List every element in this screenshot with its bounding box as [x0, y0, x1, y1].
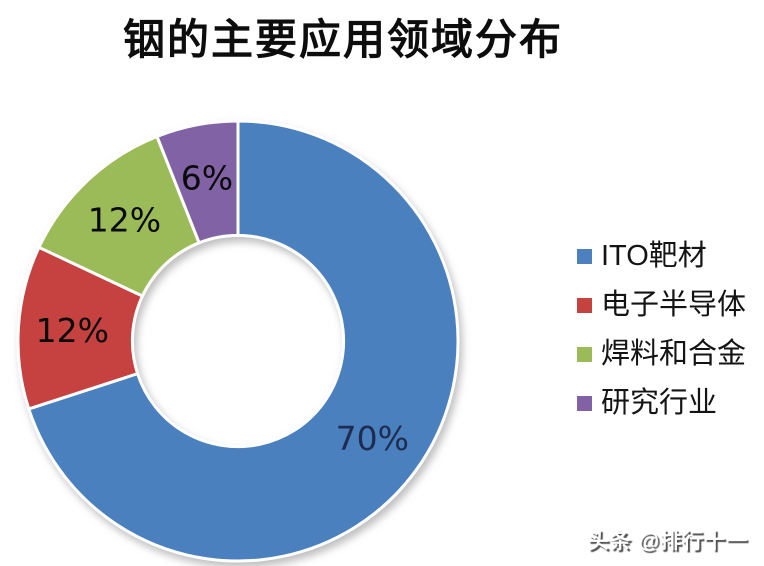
pie-slices	[16, 119, 460, 563]
slice-label-2: 12%	[88, 201, 161, 240]
legend-item-3: 研究行业	[577, 387, 746, 420]
legend-label: 研究行业	[601, 387, 718, 419]
legend-marker-icon	[577, 298, 592, 313]
legend-label: 焊料和合金	[601, 338, 747, 370]
legend-marker-icon	[577, 347, 592, 362]
slice-labels: 70% 12% 12% 6%	[36, 158, 409, 458]
pie-slice-0	[27, 119, 460, 563]
legend: ITO靶材电子半导体焊料和合金研究行业	[577, 240, 746, 420]
slice-label-0: 70%	[336, 419, 409, 458]
legend-marker-icon	[577, 249, 592, 264]
slice-label-1: 12%	[36, 311, 109, 350]
slice-label-3: 6%	[181, 158, 233, 197]
legend-marker-icon	[577, 396, 592, 411]
chart-title: 铟的主要应用领域分布	[123, 18, 564, 64]
legend-label: ITO靶材	[601, 240, 707, 272]
legend-label: 电子半导体	[601, 289, 747, 321]
watermark: 头条 @排行十一	[587, 530, 748, 553]
legend-item-0: ITO靶材	[577, 240, 746, 273]
legend-item-2: 焊料和合金	[577, 338, 746, 371]
legend-item-1: 电子半导体	[577, 289, 746, 322]
pie-slice-3	[155, 119, 240, 245]
